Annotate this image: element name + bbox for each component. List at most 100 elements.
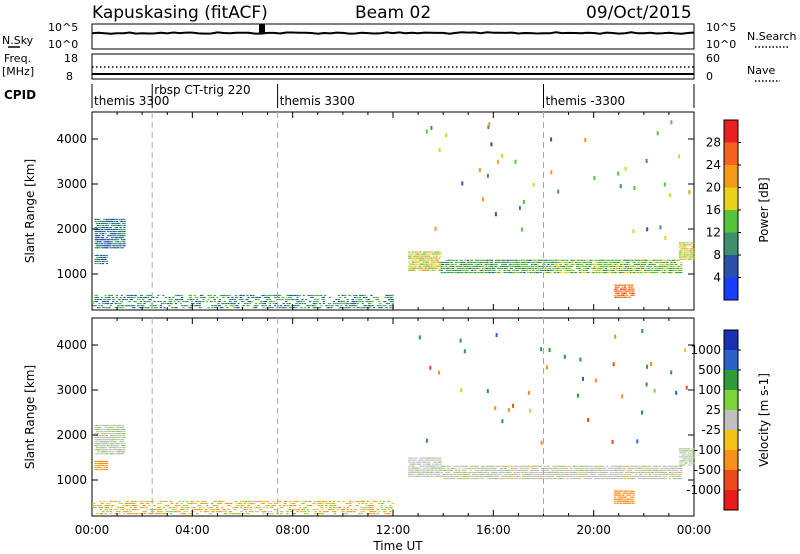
echo-cell [423, 461, 426, 463]
velocity-cbar-tick-label: -100 [694, 443, 721, 457]
echo-cell [104, 247, 107, 249]
echo-cell [627, 494, 630, 496]
echo-cell [616, 272, 619, 274]
echo-cell [488, 478, 491, 480]
echo-cell [684, 462, 687, 464]
echo-cell [227, 509, 230, 511]
echo-cell [169, 303, 172, 305]
echo-cell [372, 307, 376, 309]
echo-cell [349, 502, 352, 504]
echo-cell [631, 272, 634, 274]
echo-cell [416, 461, 419, 463]
echo-cell [94, 507, 97, 509]
echo-cell [690, 460, 693, 462]
echo-cell [110, 231, 113, 233]
echo-cell [518, 267, 521, 269]
echo-cell [266, 507, 269, 509]
echo-cell [310, 505, 313, 507]
power-cbar-label: Power [dB] [757, 177, 771, 242]
echo-cell [267, 502, 270, 504]
echo-cell [569, 265, 572, 267]
echo-cell [426, 473, 430, 475]
echo-cell [95, 443, 98, 445]
echo-cell [107, 437, 110, 439]
echo-cell [663, 265, 667, 267]
echo-cell [611, 272, 614, 274]
echo-cell [445, 265, 448, 267]
echo-cell [478, 272, 481, 274]
echo-cell [94, 231, 97, 233]
echo-cell [102, 462, 105, 464]
echo-cell [676, 272, 679, 274]
echo-cell [99, 437, 102, 439]
echo-cell [224, 502, 228, 504]
echo-cell [475, 475, 478, 477]
echo-cell [105, 464, 108, 466]
echo-cell [450, 478, 453, 480]
echo-cell [448, 272, 451, 274]
echo-cell [510, 469, 514, 471]
echo-cell [252, 296, 255, 298]
echo-cell [520, 267, 524, 269]
echo-cell [435, 463, 438, 465]
echo-cell [302, 301, 305, 303]
echo-cell [468, 478, 471, 480]
echo-cell [597, 473, 600, 475]
echo-cell [493, 263, 496, 265]
echo-cell [322, 301, 325, 303]
cpid-label: CPID [4, 88, 36, 102]
echo-cell [103, 256, 106, 258]
echo-cell [107, 241, 110, 243]
echo-cell [128, 505, 131, 507]
echo-cell [598, 475, 601, 477]
echo-cell [561, 467, 564, 469]
echo-cell [105, 428, 108, 430]
echo-cell [418, 253, 421, 255]
echo-cell [114, 439, 117, 441]
echo-cell [94, 227, 97, 229]
echo-cell [97, 296, 100, 298]
echo-cell [615, 261, 618, 263]
echo-cell [332, 505, 335, 507]
echo-cell [266, 299, 269, 301]
echo-cell [421, 253, 424, 255]
echo-cell [98, 469, 101, 471]
echo-cell [385, 303, 388, 305]
echo-cell [108, 451, 111, 453]
echo-cell [115, 229, 118, 231]
x-axis-ticks: 00:00 04:00 08:00 12:00 16:00 20:00 00:00 [75, 523, 712, 537]
echo-cell [129, 513, 132, 515]
echo-cell [189, 502, 192, 504]
echo-cell [675, 259, 678, 261]
echo-cell [623, 284, 626, 286]
echo-cell [252, 307, 255, 309]
echo-cell [652, 473, 655, 475]
echo-cell [680, 244, 683, 246]
echo-cell [467, 263, 470, 265]
echo-cell [152, 511, 155, 513]
echo-cell [112, 430, 115, 432]
echo-cell [355, 505, 358, 507]
echo-cell [149, 509, 152, 511]
echo-cell [361, 507, 364, 509]
echo-cell [633, 265, 636, 267]
echo-cell [492, 267, 495, 269]
echo-cell [211, 301, 214, 303]
echo-cell [548, 272, 551, 274]
echo-cell [586, 467, 589, 469]
echo-cell [513, 467, 516, 469]
echo-scatter [645, 158, 648, 163]
echo-cell [576, 263, 579, 265]
echo-cell [640, 469, 643, 471]
echo-cell [181, 305, 184, 307]
echo-cell [326, 307, 329, 309]
echo-cell [109, 437, 112, 439]
echo-cell [576, 265, 579, 267]
echo-cell [414, 265, 417, 267]
echo-cell [679, 272, 682, 274]
echo-cell [115, 237, 118, 239]
echo-cell [643, 269, 646, 271]
echo-cell [110, 430, 113, 432]
echo-cell [518, 263, 521, 265]
echo-cell [268, 305, 271, 307]
